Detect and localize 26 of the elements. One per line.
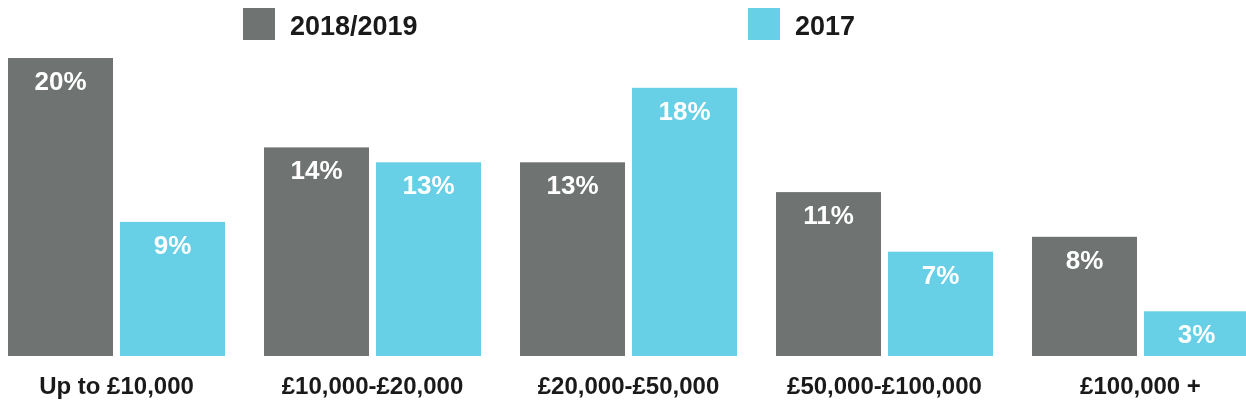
x-tick-label: Up to £10,000 (39, 372, 194, 399)
x-tick-label: £10,000-£20,000 (281, 372, 464, 399)
bar (8, 58, 113, 356)
data-label: 9% (153, 229, 192, 260)
bar (376, 162, 481, 356)
bar (1032, 236, 1137, 356)
bar (264, 147, 369, 356)
x-tick-label: £50,000-£100,000 (787, 372, 982, 399)
legend-label: 2018/2019 (290, 11, 418, 41)
data-label: 20% (34, 66, 87, 96)
data-label: 3% (1177, 319, 1216, 350)
x-tick-label: £20,000-£50,000 (537, 372, 720, 399)
data-label: 14% (290, 155, 343, 186)
bar (776, 192, 881, 356)
bar (632, 87, 737, 356)
bar (520, 162, 625, 356)
data-label: 13% (546, 170, 599, 201)
data-label: 13% (402, 170, 455, 201)
bar (120, 221, 225, 356)
legend-label: 2017 (795, 11, 856, 41)
data-label: 8% (1065, 244, 1104, 275)
data-label: 7% (921, 259, 960, 290)
x-tick-label: £100,000 + (1080, 372, 1201, 399)
data-label: 11% (803, 200, 854, 231)
bar (888, 251, 993, 356)
data-label: 18% (658, 95, 711, 126)
